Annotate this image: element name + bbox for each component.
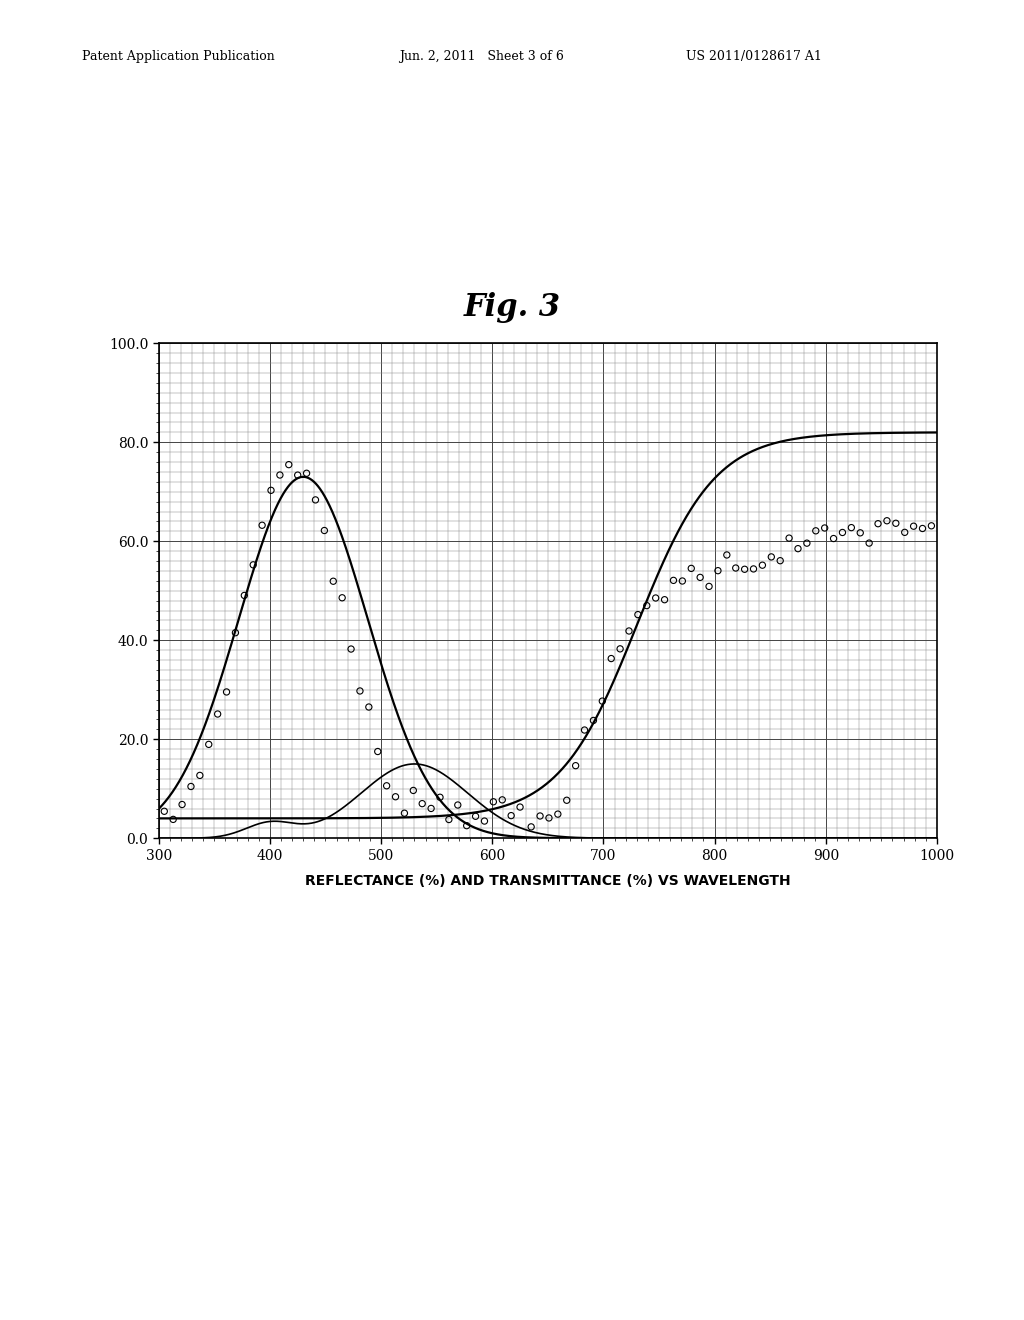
Point <box>692 566 709 587</box>
Point <box>494 789 510 810</box>
Point <box>683 558 699 579</box>
Point <box>612 639 629 660</box>
Point <box>218 681 234 702</box>
Point <box>307 490 324 511</box>
Point <box>237 585 253 606</box>
Point <box>512 796 528 817</box>
Point <box>869 513 886 535</box>
Point <box>440 809 457 830</box>
Point <box>710 560 726 581</box>
Point <box>281 454 297 475</box>
Point <box>360 697 377 718</box>
Point <box>191 764 208 785</box>
Point <box>156 801 172 822</box>
Point <box>254 515 270 536</box>
Text: US 2011/0128617 A1: US 2011/0128617 A1 <box>686 50 822 63</box>
Text: Patent Application Publication: Patent Application Publication <box>82 50 274 63</box>
Point <box>298 463 314 484</box>
Point <box>772 550 788 572</box>
Point <box>245 554 261 576</box>
Point <box>790 539 806 560</box>
Point <box>897 521 913 543</box>
Point <box>745 558 762 579</box>
Point <box>263 479 280 500</box>
Point <box>432 787 449 808</box>
Point <box>808 520 824 541</box>
Point <box>577 719 593 741</box>
Point <box>485 791 502 812</box>
Point <box>387 787 403 808</box>
Point <box>423 797 439 818</box>
Point <box>541 808 557 829</box>
Point <box>914 517 931 539</box>
Point <box>656 589 673 610</box>
Point <box>503 805 519 826</box>
Point <box>825 528 842 549</box>
Point <box>406 780 422 801</box>
Point <box>586 710 602 731</box>
Point <box>352 680 369 701</box>
Point <box>271 465 288 486</box>
Point <box>227 622 244 643</box>
X-axis label: REFLECTANCE (%) AND TRANSMITTANCE (%) VS WAVELENGTH: REFLECTANCE (%) AND TRANSMITTANCE (%) VS… <box>305 874 791 888</box>
Point <box>334 587 350 609</box>
Point <box>852 523 868 544</box>
Point <box>666 570 682 591</box>
Point <box>719 544 735 565</box>
Point <box>843 517 859 539</box>
Point <box>523 816 540 837</box>
Point <box>630 605 646 626</box>
Point <box>781 528 798 549</box>
Point <box>379 775 395 796</box>
Point <box>531 805 548 826</box>
Point <box>450 795 466 816</box>
Point <box>459 816 475 837</box>
Point <box>174 793 190 814</box>
Point <box>700 576 717 597</box>
Point <box>325 570 341 591</box>
Point <box>763 546 779 568</box>
Point <box>370 741 386 762</box>
Point <box>905 516 922 537</box>
Point <box>924 515 940 536</box>
Text: Fig. 3: Fig. 3 <box>464 293 560 323</box>
Point <box>414 793 430 814</box>
Point <box>861 532 878 553</box>
Point <box>165 809 181 830</box>
Point <box>816 517 833 539</box>
Point <box>647 587 664 609</box>
Point <box>476 810 493 832</box>
Point <box>799 532 815 553</box>
Point <box>210 704 226 725</box>
Point <box>621 620 637 642</box>
Point <box>674 570 690 591</box>
Point <box>343 639 359 660</box>
Point <box>558 789 574 810</box>
Point <box>201 734 217 755</box>
Point <box>467 805 483 826</box>
Point <box>879 511 895 532</box>
Point <box>755 554 771 576</box>
Point <box>888 512 904 533</box>
Point <box>316 520 333 541</box>
Point <box>835 521 851 543</box>
Point <box>396 803 413 824</box>
Point <box>182 776 199 797</box>
Point <box>594 690 610 711</box>
Point <box>727 557 743 578</box>
Point <box>550 804 566 825</box>
Point <box>639 595 655 616</box>
Text: Jun. 2, 2011   Sheet 3 of 6: Jun. 2, 2011 Sheet 3 of 6 <box>399 50 564 63</box>
Point <box>603 648 620 669</box>
Point <box>932 503 948 524</box>
Point <box>567 755 584 776</box>
Point <box>736 558 753 579</box>
Point <box>290 465 306 486</box>
